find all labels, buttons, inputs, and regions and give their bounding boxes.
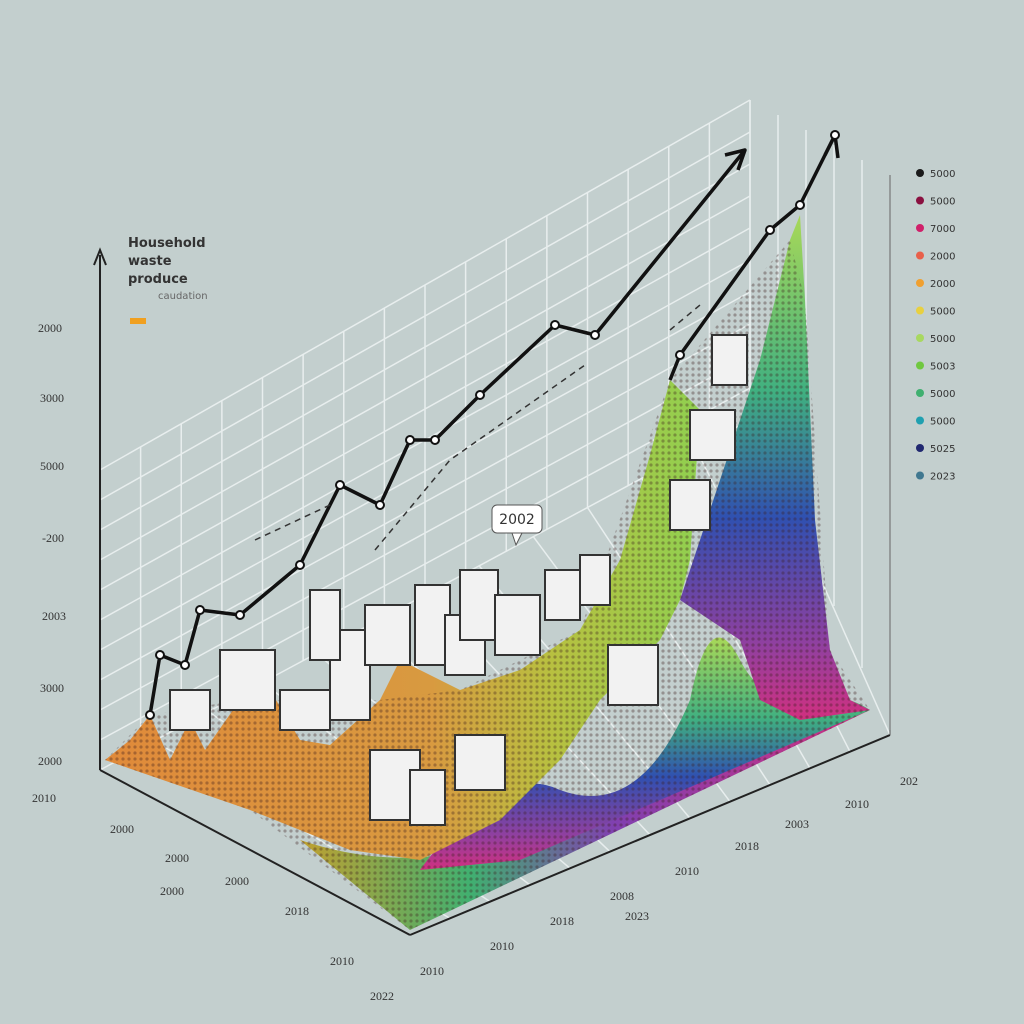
front-label: 2010 — [420, 964, 444, 978]
grid-line — [99, 99, 751, 471]
title: Household — [128, 236, 206, 251]
legend-swatch — [916, 279, 924, 287]
y-label: 5000 — [40, 459, 64, 473]
legend-label: 2000 — [930, 252, 955, 263]
grid-line — [99, 387, 751, 741]
legend-label: 5003 — [930, 362, 955, 373]
right-label: 2023 — [625, 909, 649, 923]
grid-line — [99, 131, 751, 501]
front-label: 2000 — [225, 874, 249, 888]
y-label: -200 — [42, 531, 64, 545]
grid-line — [99, 323, 751, 681]
legend-swatch — [916, 334, 924, 342]
legend-swatch — [916, 196, 924, 205]
grid-line — [99, 195, 751, 561]
legend-swatch — [916, 471, 924, 480]
key-swatch — [130, 318, 146, 324]
legend-swatch — [916, 169, 924, 177]
axis-line — [99, 769, 411, 936]
right-label: 2010 — [845, 797, 869, 811]
title: produce — [128, 272, 188, 287]
legend-swatch — [916, 416, 924, 425]
right-label: 202 — [900, 774, 918, 788]
legend-label: 2023 — [930, 472, 955, 483]
right-label: 2018 — [735, 839, 759, 853]
front-label: 2000 — [165, 851, 189, 865]
right-label: 2010 — [490, 939, 514, 953]
y-label: 2003 — [42, 609, 66, 623]
y-label: 2000 — [38, 754, 62, 768]
dashed-arrows — [254, 304, 701, 551]
y-label: 3000 — [40, 391, 64, 405]
front-label: 2022 — [370, 989, 394, 1003]
legend-swatch — [916, 389, 924, 397]
legend-swatch — [916, 251, 924, 260]
front-label: 2010 — [32, 791, 56, 805]
bins — [169, 334, 748, 826]
front-label: 2018 — [285, 904, 309, 918]
y-label: 3000 — [40, 681, 64, 695]
legend-label: 2000 — [930, 279, 955, 290]
title: waste — [128, 254, 172, 269]
dot-texture — [105, 240, 870, 930]
legend-swatch — [916, 306, 924, 315]
legend-label: 7000 — [930, 224, 955, 235]
legend-label: 5000 — [930, 169, 955, 180]
key-label: caudation — [158, 291, 208, 302]
callout-tail — [511, 532, 523, 547]
front-label: 2000 — [160, 884, 184, 898]
callout: 2002 — [499, 512, 535, 528]
grid-line — [99, 163, 751, 531]
legend-label: 5000 — [930, 197, 955, 208]
legend-label: 5000 — [930, 417, 955, 428]
trend-points — [145, 130, 840, 720]
legend-label: 5000 — [930, 389, 955, 400]
legend-label: 5000 — [930, 334, 955, 345]
front-label: 2000 — [110, 822, 134, 836]
legend-label: 5000 — [930, 307, 955, 318]
grid-line — [99, 291, 751, 651]
grid-line — [99, 355, 751, 711]
legend-swatch — [916, 224, 924, 232]
right-label: 2003 — [785, 817, 809, 831]
legend-swatch — [916, 444, 924, 452]
y-axis-arrow — [93, 247, 107, 266]
y-label: 2000 — [38, 321, 62, 335]
axis-line — [409, 734, 891, 936]
legend-label: 5025 — [930, 444, 955, 455]
legend-swatch — [916, 361, 924, 370]
right-label: 2008 — [610, 889, 634, 903]
grid-line — [99, 227, 751, 591]
front-label: 2010 — [330, 954, 354, 968]
right-label: 2018 — [550, 914, 574, 928]
right-label: 2010 — [675, 864, 699, 878]
legend: 5000 5000 7000 2000 2000 5000 5000 5003 5000 5000… — [916, 169, 955, 483]
